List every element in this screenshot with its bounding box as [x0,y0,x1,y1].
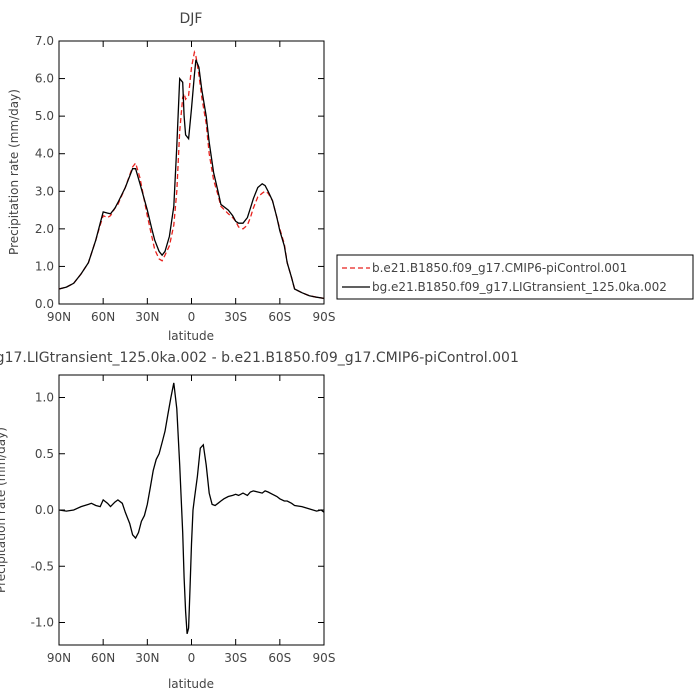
x-tick-label: 30N [135,651,159,665]
y-tick-label: 0.5 [35,447,54,461]
y-tick-label: 4.0 [35,147,54,161]
y-tick-label: 1.0 [35,259,54,273]
bottom-chart-title: bg.e21.B1850.f09_g17.LIGtransient_125.0k… [0,350,519,366]
x-tick-label: 30S [224,651,247,665]
x-tick-label: 90N [47,310,71,324]
top-chart-title: DJF [180,11,203,27]
top-y-ticks: 0.0 1.0 2.0 3.0 4.0 5.0 6.0 7.0 [35,34,324,311]
legend-label-control: b.e21.B1850.f09_g17.CMIP6-piControl.001 [372,261,627,275]
x-tick-label: 90S [313,310,336,324]
top-y-axis-label: Precipitation rate (mm/day) [7,89,21,255]
x-tick-label: 60N [91,651,115,665]
legend-box [336,254,694,300]
bottom-y-ticks: -1.0 -0.5 0.0 0.5 1.0 [31,391,324,630]
x-tick-label: 0 [188,651,196,665]
bottom-series-lines [58,382,325,634]
y-tick-label: 1.0 [35,391,54,405]
bottom-x-ticks: 90N 60N 30N 0 30S 60S 90S [47,375,336,665]
x-tick-label: 0 [188,310,196,324]
x-tick-label: 30S [224,310,247,324]
y-tick-label: -1.0 [31,616,54,630]
series-line-1 [58,59,325,300]
x-tick-label: 60S [268,651,291,665]
x-tick-label: 60S [268,310,291,324]
legend: b.e21.B1850.f09_g17.CMIP6-piControl.001 … [336,254,694,300]
x-tick-label: 60N [91,310,115,324]
y-tick-label: -0.5 [31,559,54,573]
bottom-panel: bg.e21.B1850.f09_g17.LIGtransient_125.0k… [0,350,519,691]
x-tick-label: 90N [47,651,71,665]
legend-label-lig: bg.e21.B1850.f09_g17.LIGtransient_125.0k… [372,280,667,294]
y-tick-label: 5.0 [35,109,54,123]
bottom-y-axis-label: Precipitation rate (mm/day) [0,427,8,593]
y-tick-label: 3.0 [35,184,54,198]
top-series-lines [58,50,325,300]
bottom-plot-frame [58,374,325,646]
series-line-0 [58,50,325,300]
x-tick-label: 30N [135,310,159,324]
bottom-x-axis-label: latitude [168,677,214,691]
y-tick-label: 6.0 [35,72,54,86]
top-x-ticks: 90N 60N 30N 0 30S 60S 90S [47,41,336,324]
y-tick-label: 2.0 [35,222,54,236]
x-tick-label: 90S [313,651,336,665]
y-tick-label: 0.0 [35,503,54,517]
top-plot-frame [58,40,325,305]
top-panel: DJF 0.0 1.0 2.0 3.0 4.0 5.0 6.0 7.0 90N 60N 30N 0 3… [7,11,335,343]
series-line-0 [58,382,325,634]
y-tick-label: 0.0 [35,297,54,311]
y-tick-label: 7.0 [35,34,54,48]
top-x-axis-label: latitude [168,329,214,343]
